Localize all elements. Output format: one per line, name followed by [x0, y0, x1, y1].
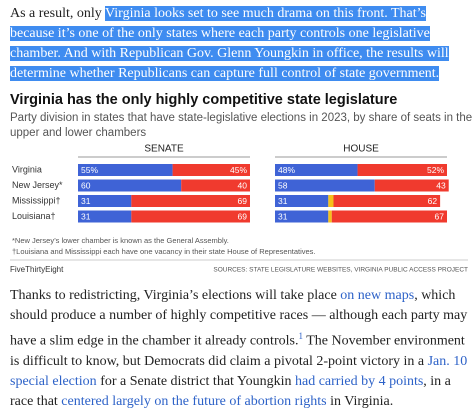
chart: Virginia has the only highly competitive…	[10, 92, 472, 274]
value-label: 69	[238, 211, 248, 221]
bar-segment	[78, 210, 132, 223]
panel-title: SENATE	[144, 144, 184, 155]
bar-segment	[78, 164, 173, 176]
paragraph: As a result, only Virginia looks set to …	[10, 4, 468, 84]
value-label: 62	[428, 196, 438, 206]
value-label: 40	[238, 180, 248, 190]
link[interactable]: centered largely on the future of aborti…	[61, 393, 327, 409]
bar-segment	[328, 195, 334, 207]
source: SOURCES: STATE LEGISLATURE WEBSITES, VIR…	[213, 267, 468, 274]
link[interactable]: had carried by 4 points	[295, 373, 424, 389]
footnote: *New Jersey’s lower chamber is known as …	[12, 236, 229, 245]
value-label: 60	[81, 180, 91, 190]
link[interactable]: Jan. 10 special election	[10, 353, 468, 389]
value-label: 58	[278, 180, 288, 190]
bar-segment	[275, 164, 358, 176]
bar-segment	[181, 179, 250, 192]
paragraph: Thanks to redistricting, Virginia’s elec…	[10, 286, 468, 412]
category-label: Mississippi†	[12, 195, 61, 205]
value-label: 31	[81, 211, 91, 221]
bar-segment	[172, 164, 250, 176]
bar-segment	[374, 179, 449, 192]
value-label: 43	[436, 180, 446, 190]
category-label: Louisiana†	[12, 211, 56, 221]
text: Thanks to redistricting, Virginia’s elec…	[10, 288, 341, 303]
bar-segment	[131, 195, 250, 207]
value-label: 52%	[427, 165, 444, 175]
text: , which should produce a number of highl…	[10, 288, 468, 349]
chart-subtitle: upper and lower chambers	[10, 127, 146, 139]
panel-title: HOUSE	[343, 144, 379, 155]
value-label: 55%	[81, 165, 98, 175]
chart-title: Virginia has the only highly competitive…	[10, 92, 397, 108]
value-label: 31	[81, 196, 91, 206]
bar-segment	[275, 210, 329, 223]
category-label: New Jersey*	[12, 180, 63, 190]
text: for a Senate district that Youngkin	[96, 373, 295, 389]
text: As a result, only	[10, 6, 106, 21]
bar-segment	[328, 210, 332, 223]
value-label: 31	[278, 211, 288, 221]
value-label: 45%	[230, 165, 247, 175]
link[interactable]: on new maps	[340, 288, 415, 303]
text: in Virginia.	[326, 393, 394, 409]
bar-segment	[333, 195, 441, 207]
value-label: 69	[238, 196, 248, 206]
chart-subtitle: Party division in states that have state…	[10, 112, 472, 124]
bar-segment	[275, 195, 329, 207]
page: As a result, only Virginia looks set to …	[10, 4, 473, 409]
category-label: Virginia	[12, 164, 42, 174]
text: The November environment is difficult to…	[10, 333, 465, 369]
bar-segment	[78, 179, 182, 192]
footnote: †Louisiana and Mississippi each have one…	[12, 247, 316, 256]
footnote-ref[interactable]: 1	[298, 331, 303, 341]
value-label: 48%	[278, 165, 295, 175]
bar-segment	[357, 164, 447, 176]
bar-segment	[78, 195, 132, 207]
bar-segment	[131, 210, 250, 223]
bar-segment	[275, 179, 375, 192]
value-label: 67	[435, 211, 445, 221]
value-label: 31	[278, 196, 288, 206]
brand: FiveThirtyEight	[10, 265, 64, 274]
bar-segment	[331, 210, 447, 223]
